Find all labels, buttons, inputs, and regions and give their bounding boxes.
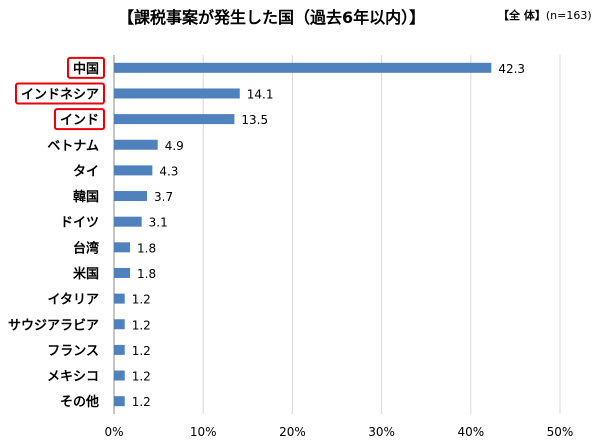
highlight-box: [66, 56, 105, 79]
category-label: イタリア: [48, 293, 99, 308]
data-label: 1.2: [132, 293, 151, 307]
data-label: 4.3: [159, 164, 178, 178]
bar: [114, 191, 148, 202]
category-label: その他: [60, 394, 99, 410]
category-label: フランス: [47, 344, 99, 359]
data-label: 14.1: [247, 87, 274, 101]
data-label: 3.1: [149, 216, 168, 230]
highlight-box: [14, 82, 105, 105]
x-tick-label: 20%: [279, 425, 306, 439]
data-label: 1.2: [132, 344, 151, 358]
bar: [114, 319, 125, 330]
bar: [114, 216, 142, 227]
data-label: 42.3: [498, 62, 525, 76]
bar: [114, 88, 240, 99]
bar: [114, 165, 153, 176]
category-label: インド: [60, 113, 99, 128]
bar: [114, 62, 492, 73]
data-label: 3.7: [154, 190, 173, 204]
category-label: ドイツ: [60, 216, 99, 231]
x-tick-label: 10%: [190, 425, 217, 439]
category-label: インドネシア: [21, 87, 99, 102]
data-label: 4.9: [165, 139, 184, 153]
category-label: 中国: [73, 61, 99, 77]
x-tick-label: 50%: [547, 425, 574, 439]
bar: [114, 293, 125, 304]
category-label: タイ: [73, 164, 99, 179]
bar: [114, 396, 125, 407]
bar: [114, 344, 125, 355]
bar: [114, 242, 131, 253]
data-label: 1.8: [137, 267, 156, 281]
x-tick-label: 30%: [368, 425, 395, 439]
chart-title: 【課税事案が発生した国（過去6年以内）】: [118, 8, 426, 27]
sample-n: (n=163): [545, 9, 592, 22]
sample-size-label: 【全 体】(n=163): [498, 7, 592, 23]
category-label: ベトナム: [47, 139, 99, 154]
bar: [114, 370, 125, 381]
bar: [114, 267, 131, 278]
x-tick-label: 40%: [457, 425, 484, 439]
data-label: 1.2: [132, 370, 151, 384]
category-label: サウジアラビア: [8, 317, 99, 333]
bar: [114, 139, 158, 150]
sample-group: 【全 体】: [498, 9, 546, 22]
x-tick-label: 0%: [104, 425, 123, 439]
category-label: 米国: [73, 266, 99, 282]
bar: [114, 114, 235, 125]
data-label: 1.8: [137, 241, 156, 255]
category-label: 台湾: [73, 240, 99, 256]
data-label: 13.5: [241, 113, 268, 127]
category-label: メキシコ: [47, 370, 99, 385]
highlight-box: [53, 108, 105, 131]
data-label: 1.2: [132, 395, 151, 409]
data-label: 1.2: [132, 318, 151, 332]
chart-title-bar: 【課税事案が発生した国（過去6年以内）】 【全 体】(n=163): [0, 4, 600, 27]
category-label: 韓国: [73, 189, 99, 205]
